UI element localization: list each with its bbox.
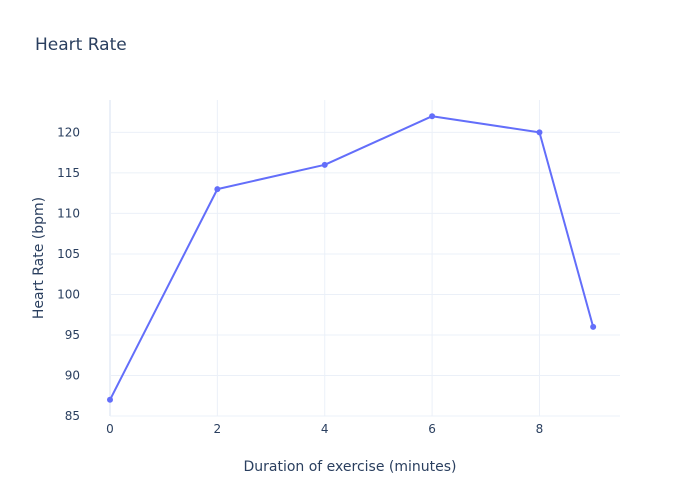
grid-layer [109,100,620,417]
data-point[interactable] [321,161,328,168]
data-point[interactable] [107,396,113,403]
x-tick-label: 6 [428,422,436,436]
y-tick-label: 115 [57,166,80,180]
x-tick-label: 0 [106,422,114,436]
x-tick-label: 2 [214,422,222,436]
x-tick-label: 4 [321,422,329,436]
series-line [109,115,595,401]
data-point[interactable] [214,186,221,193]
x-axis-label: Duration of exercise (minutes) [243,459,456,475]
y-tick-label: 95 [65,328,80,342]
data-point[interactable] [536,129,543,136]
y-tick-label: 85 [65,409,80,423]
data-point[interactable] [590,323,597,330]
x-tick-label: 8 [536,422,544,436]
chart-title: Heart Rate [35,35,127,55]
y-axis-label: Heart Rate (bpm) [31,197,47,319]
tick-layer: 85 90 95 100 105 110 115 120 0 2 4 6 8 [57,125,543,436]
y-tick-label: 110 [57,206,80,220]
series-layer [107,113,597,403]
data-point[interactable] [429,113,436,120]
y-tick-label: 100 [57,287,80,301]
y-tick-label: 90 [65,368,80,382]
y-tick-label: 105 [57,247,80,261]
y-tick-label: 120 [57,125,80,139]
